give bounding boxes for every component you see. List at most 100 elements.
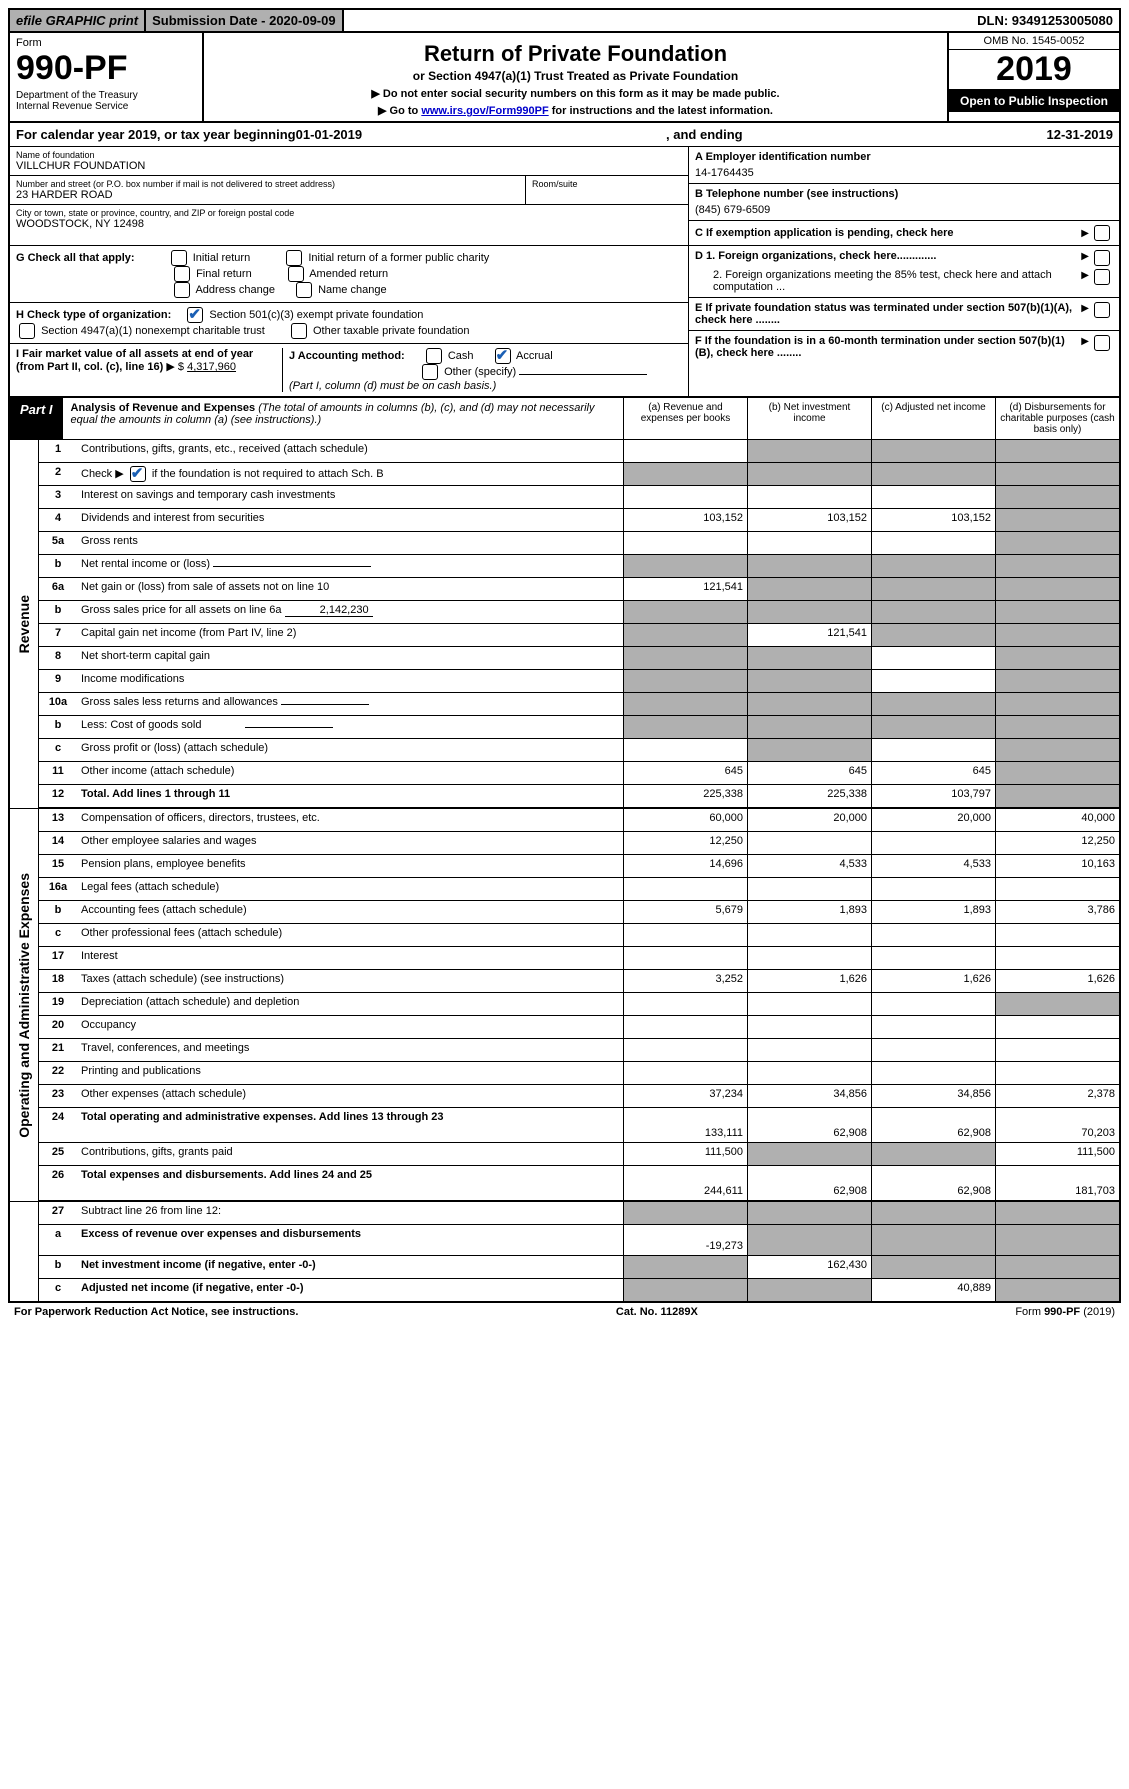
city-label: City or town, state or province, country… — [16, 208, 682, 218]
r13-d: 40,000 — [995, 809, 1119, 831]
city-row: City or town, state or province, country… — [10, 205, 688, 233]
instr-line-2: ▶ Go to www.irs.gov/Form990PF for instru… — [212, 104, 939, 117]
r7-b: 121,541 — [747, 624, 871, 646]
desc-14: Other employee salaries and wages — [77, 832, 623, 854]
r15-b: 4,533 — [747, 855, 871, 877]
h-label: H Check type of organization: — [16, 309, 171, 321]
amended-checkbox[interactable] — [288, 266, 304, 282]
ln-9: 9 — [39, 670, 77, 692]
ln-25: 25 — [39, 1143, 77, 1165]
efile-button[interactable]: efile GRAPHIC print — [10, 10, 146, 31]
r18-b: 1,626 — [747, 970, 871, 992]
e-checkbox[interactable] — [1094, 302, 1110, 318]
final-return-checkbox[interactable] — [174, 266, 190, 282]
desc-18: Taxes (attach schedule) (see instruction… — [77, 970, 623, 992]
line27-section: 27Subtract line 26 from line 12: aExcess… — [10, 1201, 1119, 1301]
d2-checkbox[interactable] — [1094, 269, 1110, 285]
desc-27b: Net investment income (if negative, ente… — [77, 1256, 623, 1278]
c-row: C If exemption application is pending, c… — [689, 221, 1119, 245]
cash-checkbox[interactable] — [426, 348, 442, 364]
e-label: E If private foundation status was termi… — [695, 302, 1081, 326]
submission-date: Submission Date - 2020-09-09 — [146, 10, 344, 31]
col-b-head: (b) Net investment income — [747, 398, 871, 439]
form-number: 990-PF — [16, 49, 196, 88]
r18-a: 3,252 — [623, 970, 747, 992]
r27b-b: 162,430 — [747, 1256, 871, 1278]
other-method-label: Other (specify) — [444, 366, 516, 378]
phone-row: B Telephone number (see instructions) (8… — [689, 184, 1119, 221]
desc-3: Interest on savings and temporary cash i… — [77, 486, 623, 508]
ln-26: 26 — [39, 1166, 77, 1200]
footer-mid: Cat. No. 11289X — [298, 1306, 1015, 1318]
ln-4: 4 — [39, 509, 77, 531]
calyear-pre: For calendar year 2019, or tax year begi… — [16, 127, 296, 142]
r11-b: 645 — [747, 762, 871, 784]
header-left: Form 990-PF Department of the Treasury I… — [10, 33, 204, 121]
entity-block: Name of foundation VILLCHUR FOUNDATION N… — [10, 147, 1119, 246]
name-change-label: Name change — [318, 284, 387, 296]
g-label: G Check all that apply: — [16, 252, 135, 264]
instr2-pre: ▶ Go to — [378, 105, 421, 117]
j-note: (Part I, column (d) must be on cash basi… — [289, 380, 496, 392]
d2-label: 2. Foreign organizations meeting the 85%… — [695, 269, 1081, 293]
initial-return-checkbox[interactable] — [171, 250, 187, 266]
tax-year: 2019 — [949, 50, 1119, 90]
desc-27a: Excess of revenue over expenses and disb… — [77, 1225, 623, 1255]
form-title: Return of Private Foundation — [212, 41, 939, 67]
s501-checkbox[interactable] — [187, 307, 203, 323]
desc-10b: Less: Cost of goods sold — [77, 716, 623, 738]
ln-10c: c — [39, 739, 77, 761]
desc-2: Check ▶ if the foundation is not require… — [77, 463, 623, 485]
s501-label: Section 501(c)(3) exempt private foundat… — [209, 309, 423, 321]
f-checkbox[interactable] — [1094, 335, 1110, 351]
instr2-post: for instructions and the latest informat… — [549, 105, 773, 117]
foundation-name-row: Name of foundation VILLCHUR FOUNDATION — [10, 147, 688, 176]
desc-19: Depreciation (attach schedule) and deple… — [77, 993, 623, 1015]
initial-former-checkbox[interactable] — [286, 250, 302, 266]
ln-27a: a — [39, 1225, 77, 1255]
r15-c: 4,533 — [871, 855, 995, 877]
ghij-left: G Check all that apply: Initial return I… — [10, 246, 688, 396]
irs-link[interactable]: www.irs.gov/Form990PF — [421, 105, 548, 117]
ein-row: A Employer identification number 14-1764… — [689, 147, 1119, 184]
r27a-a: -19,273 — [623, 1225, 747, 1255]
desc-21: Travel, conferences, and meetings — [77, 1039, 623, 1061]
r13-c: 20,000 — [871, 809, 995, 831]
part1-title: Analysis of Revenue and Expenses — [71, 402, 256, 414]
r11-a: 645 — [623, 762, 747, 784]
s4947-checkbox[interactable] — [19, 323, 35, 339]
other-tax-checkbox[interactable] — [291, 323, 307, 339]
d1-checkbox[interactable] — [1094, 250, 1110, 266]
ghij-block: G Check all that apply: Initial return I… — [10, 246, 1119, 398]
ln-3: 3 — [39, 486, 77, 508]
d1-label: D 1. Foreign organizations, check here..… — [695, 250, 1081, 266]
ln-13: 13 — [39, 809, 77, 831]
ln-23: 23 — [39, 1085, 77, 1107]
schb-checkbox[interactable] — [130, 466, 146, 482]
r4-c: 103,152 — [871, 509, 995, 531]
ln-15: 15 — [39, 855, 77, 877]
desc-27: Subtract line 26 from line 12: — [77, 1202, 623, 1224]
accrual-checkbox[interactable] — [495, 348, 511, 364]
desc-15: Pension plans, employee benefits — [77, 855, 623, 877]
address-row: Number and street (or P.O. box number if… — [10, 176, 688, 205]
ln-7: 7 — [39, 624, 77, 646]
other-method-checkbox[interactable] — [422, 364, 438, 380]
i-val-pre: ▶ $ — [166, 361, 187, 373]
expenses-section: Operating and Administrative Expenses 13… — [10, 808, 1119, 1201]
ln-27c: c — [39, 1279, 77, 1301]
name-change-checkbox[interactable] — [296, 282, 312, 298]
city-value: WOODSTOCK, NY 12498 — [16, 218, 682, 230]
addr-change-checkbox[interactable] — [174, 282, 190, 298]
calyear-begin: 01-01-2019 — [296, 127, 363, 142]
c-checkbox[interactable] — [1094, 225, 1110, 241]
ln-18: 18 — [39, 970, 77, 992]
phone-label: B Telephone number (see instructions) — [695, 188, 1113, 200]
desc-5b: Net rental income or (loss) — [77, 555, 623, 577]
footer-left: For Paperwork Reduction Act Notice, see … — [14, 1306, 298, 1318]
f-row: F If the foundation is in a 60-month ter… — [689, 331, 1119, 363]
desc-13: Compensation of officers, directors, tru… — [77, 809, 623, 831]
f-label: F If the foundation is in a 60-month ter… — [695, 335, 1081, 359]
ln-21: 21 — [39, 1039, 77, 1061]
ln-27: 27 — [39, 1202, 77, 1224]
